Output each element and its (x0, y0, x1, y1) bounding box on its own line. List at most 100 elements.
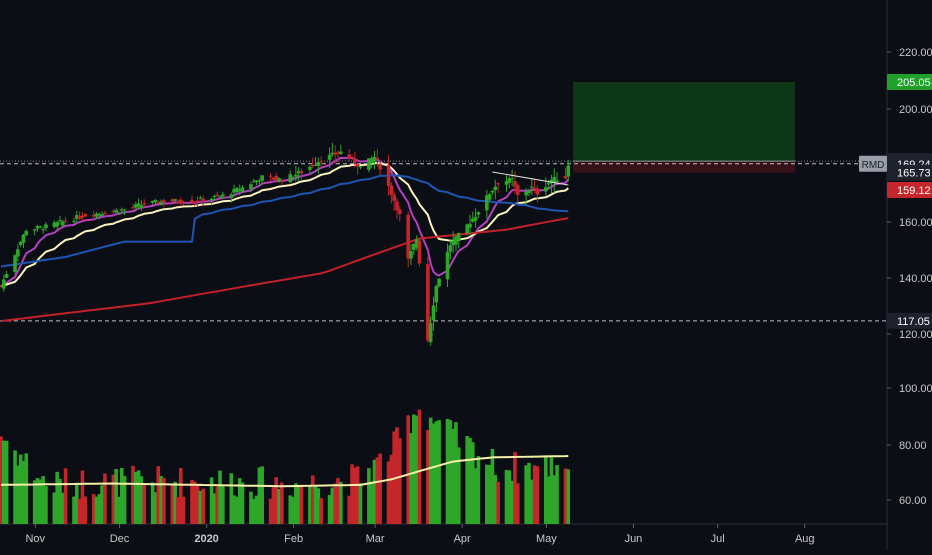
candle[interactable] (372, 156, 377, 162)
candle[interactable] (2, 279, 6, 289)
volume-bar[interactable] (13, 450, 17, 524)
candle[interactable] (178, 199, 183, 204)
volume-bar[interactable] (529, 479, 534, 524)
candle[interactable] (170, 199, 175, 202)
candle[interactable] (122, 209, 127, 211)
volume-bar[interactable] (288, 495, 293, 524)
volume-bar[interactable] (496, 481, 500, 524)
candle[interactable] (529, 186, 534, 188)
volume-bar[interactable] (316, 488, 321, 524)
candle[interactable] (296, 171, 301, 174)
candle[interactable] (308, 166, 312, 170)
volume-bar[interactable] (535, 466, 540, 524)
volume-bar[interactable] (434, 421, 439, 524)
candle[interactable] (268, 175, 273, 177)
candle[interactable] (353, 158, 357, 164)
volume-bar[interactable] (58, 478, 62, 524)
volume-bar[interactable] (72, 496, 76, 524)
volume-bar[interactable] (139, 476, 144, 524)
volume-bar[interactable] (386, 461, 391, 524)
volume-bar[interactable] (524, 465, 528, 524)
ma-line-sma-50[interactable] (0, 174, 569, 268)
volume-bar[interactable] (170, 484, 175, 524)
volume-bar[interactable] (114, 469, 118, 524)
volume-bar[interactable] (330, 487, 335, 524)
volume-bar[interactable] (493, 474, 498, 524)
volume-bar[interactable] (83, 496, 88, 524)
candle[interactable] (153, 199, 158, 202)
volume-bar[interactable] (527, 462, 531, 524)
volume-bar[interactable] (487, 465, 492, 524)
candle[interactable] (330, 152, 335, 155)
ma-line-sma-200[interactable] (0, 217, 569, 323)
volume-bar[interactable] (271, 487, 276, 524)
volume-bar[interactable] (229, 473, 234, 524)
candle[interactable] (131, 207, 135, 209)
candle[interactable] (327, 154, 332, 160)
candle[interactable] (274, 176, 279, 181)
volume-bar[interactable] (235, 496, 239, 524)
volume-bar[interactable] (375, 457, 380, 524)
candle[interactable] (510, 178, 514, 180)
candle[interactable] (100, 214, 104, 217)
candle[interactable] (355, 164, 360, 167)
volume-bar[interactable] (549, 457, 554, 524)
volume-bar[interactable] (55, 471, 59, 524)
candle[interactable] (490, 190, 495, 193)
volume-bar[interactable] (470, 442, 475, 524)
volume-bar[interactable] (476, 456, 481, 524)
volume-bar[interactable] (44, 486, 48, 524)
candle[interactable] (566, 165, 571, 177)
volume-bar[interactable] (546, 476, 551, 524)
candle[interactable] (280, 180, 284, 183)
ma-line-ema-21[interactable] (0, 162, 569, 288)
volume-bar[interactable] (358, 483, 363, 524)
candle[interactable] (336, 152, 340, 154)
candle[interactable] (397, 209, 402, 214)
volume-bar[interactable] (294, 483, 298, 524)
candle[interactable] (496, 183, 500, 185)
candle[interactable] (485, 195, 489, 211)
volume-bar[interactable] (159, 476, 163, 524)
candle[interactable] (21, 234, 26, 243)
candle[interactable] (254, 180, 259, 182)
volume-bar[interactable] (133, 471, 138, 524)
candle[interactable] (271, 177, 276, 180)
volume-bar[interactable] (38, 479, 43, 524)
candle[interactable] (277, 178, 281, 182)
volume-bar[interactable] (544, 455, 548, 524)
volume-bar[interactable] (35, 478, 40, 524)
candle[interactable] (437, 278, 441, 287)
candle[interactable] (35, 226, 40, 229)
volume-bar[interactable] (190, 480, 194, 524)
candle[interactable] (201, 198, 205, 202)
volume-bar[interactable] (409, 433, 413, 524)
volume-bar[interactable] (21, 461, 26, 524)
volume-bar[interactable] (173, 481, 177, 524)
volume-bar[interactable] (333, 483, 337, 524)
volume-bar[interactable] (201, 488, 205, 524)
volume-bar[interactable] (563, 468, 568, 524)
volume-bar[interactable] (353, 467, 357, 524)
candle[interactable] (209, 198, 214, 201)
candle[interactable] (291, 177, 295, 179)
candle[interactable] (156, 202, 161, 204)
candle[interactable] (0, 285, 3, 287)
volume-bar[interactable] (510, 480, 514, 524)
candle[interactable] (555, 180, 559, 183)
candle[interactable] (257, 180, 262, 182)
volume-bar[interactable] (369, 481, 374, 524)
candle[interactable] (316, 162, 321, 166)
volume-bar[interactable] (32, 480, 37, 524)
candle[interactable] (41, 229, 45, 231)
volume-bar[interactable] (0, 436, 3, 524)
volume-bar[interactable] (232, 495, 236, 524)
volume-bar[interactable] (277, 489, 281, 524)
candle[interactable] (445, 251, 450, 280)
volume-bar[interactable] (111, 474, 116, 524)
volume-bar[interactable] (75, 483, 79, 524)
candle[interactable] (63, 220, 68, 222)
candle[interactable] (347, 154, 352, 159)
candle[interactable] (375, 158, 380, 160)
candle[interactable] (18, 241, 23, 245)
